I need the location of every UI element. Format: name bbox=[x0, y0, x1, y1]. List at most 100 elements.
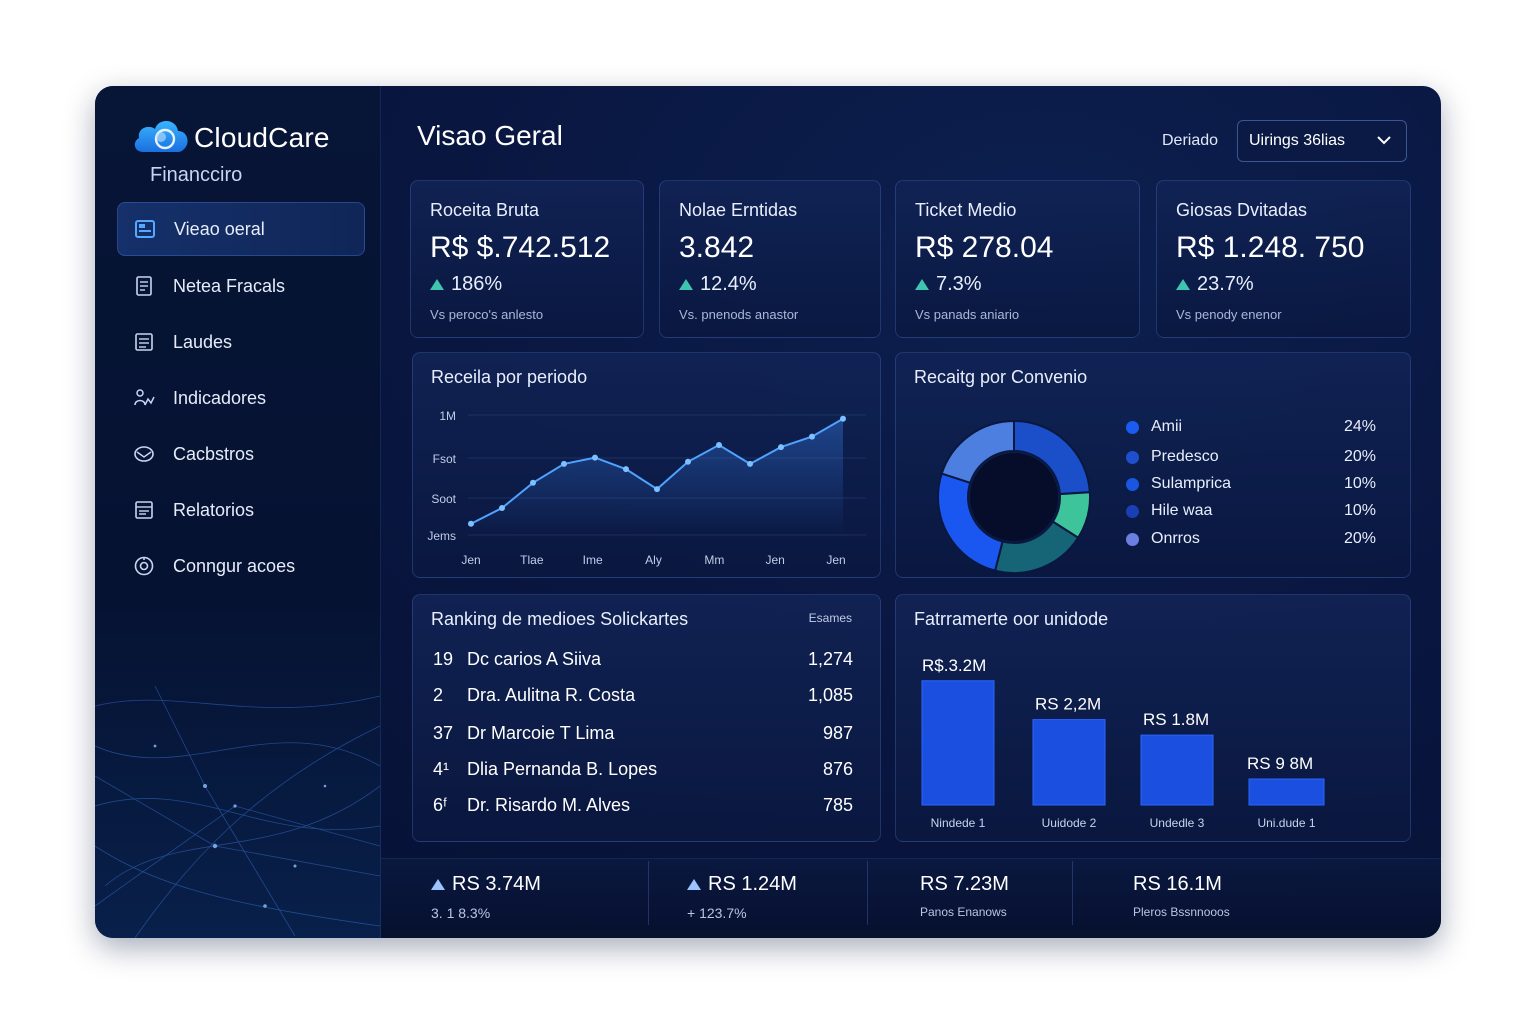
unit-revenue-card: Fatrramerte oor unidode R$.3.2M Nindede 1… bbox=[895, 594, 1411, 842]
sidebar-item-relatorios[interactable]: Relatorios bbox=[117, 484, 365, 536]
legend-pct: 24% bbox=[1343, 418, 1376, 435]
revenue-period-card: Receila por periodo 1M Fsot Soot Jems Jen Tla… bbox=[412, 352, 881, 578]
kpi-card-average-ticket[interactable]: Ticket Medio R$ 278.04 7.3% Vs panads an… bbox=[895, 180, 1140, 338]
kpi-label: Nolae Erntidas bbox=[679, 200, 798, 220]
kpi-change: 12.4% bbox=[679, 273, 757, 296]
legend-dot bbox=[1126, 450, 1139, 464]
kpi-card-glosas[interactable]: Giosas Dvitadas R$ 1.248. 750 23.7% Vs p… bbox=[1156, 180, 1411, 338]
main-content: Visao Geral Deriado Uirings 36lias Rocei… bbox=[381, 86, 1441, 938]
sidebar-item-label: Indicadores bbox=[173, 387, 267, 408]
rank-value: 987 bbox=[822, 723, 853, 743]
x-tick-label: Jen bbox=[461, 553, 480, 567]
sidebar-nav: Vieao oeral Netea Fracals Laudes Indicad… bbox=[117, 202, 365, 596]
donut-slice bbox=[940, 419, 1015, 485]
legend-label: Amii bbox=[1151, 418, 1183, 435]
x-tick-label: Mm bbox=[704, 553, 724, 567]
bar bbox=[921, 680, 995, 806]
trend-up-icon bbox=[687, 879, 701, 890]
summary-value: RS 16.1M bbox=[1133, 873, 1222, 895]
divider bbox=[1072, 861, 1073, 925]
sidebar-item-label: Vieao oeral bbox=[174, 218, 265, 239]
divider bbox=[867, 861, 868, 925]
legend-dot bbox=[1126, 532, 1139, 546]
registry-icon bbox=[133, 443, 155, 465]
period-select-value: Uirings 36lias bbox=[1249, 132, 1346, 149]
table-row[interactable]: 19 Dc carios A Siiva 1,274 bbox=[433, 649, 853, 679]
bar bbox=[1032, 719, 1106, 806]
legend-label: Sulamprica bbox=[1151, 475, 1232, 492]
sidebar-item-configuracoes[interactable]: Conngur acoes bbox=[117, 540, 365, 592]
data-point bbox=[530, 479, 536, 486]
rank-value: 1,274 bbox=[807, 649, 853, 669]
table-row[interactable]: 2 Dra. Aulitna R. Costa 1,085 bbox=[433, 685, 853, 715]
rank-name: Dr Marcoie T Lima bbox=[467, 723, 615, 743]
legend-label: Predesco bbox=[1151, 448, 1219, 465]
period-select[interactable]: Uirings 36lias bbox=[1237, 120, 1407, 162]
line-area bbox=[471, 418, 843, 535]
trend-up-icon bbox=[915, 279, 929, 290]
rank-number: 2 bbox=[433, 685, 444, 705]
y-tick-label: Jems bbox=[427, 529, 456, 543]
kpi-change-value: 7.3% bbox=[936, 273, 982, 295]
bar-category-label: Undedle 3 bbox=[1150, 816, 1205, 830]
x-tick-label: Aly bbox=[645, 553, 662, 567]
kpi-change-value: 23.7% bbox=[1197, 273, 1254, 295]
bar bbox=[1140, 734, 1214, 806]
convenio-donut-chart bbox=[937, 419, 1091, 574]
card-title: Ranking de medioes Solickartes bbox=[431, 609, 689, 629]
legend-item: Onrros 20% bbox=[1126, 527, 1376, 551]
sidebar-item-invoices[interactable]: Netea Fracals bbox=[117, 260, 365, 312]
data-point bbox=[654, 486, 660, 493]
table-row[interactable]: 6ᶠ Dr. Risardo M. Alves 785 bbox=[433, 795, 853, 825]
x-tick-label: Tlae bbox=[520, 553, 544, 567]
sidebar-item-overview[interactable]: Vieao oeral bbox=[117, 202, 365, 256]
kpi-card-issued-notes[interactable]: Nolae Erntidas 3.842 12.4% Vs. pnenods a… bbox=[659, 180, 881, 338]
x-tick-label: Jen bbox=[826, 553, 845, 567]
kpi-value: 3.842 bbox=[679, 231, 755, 264]
bar-value-label: RS 9 8M bbox=[1247, 754, 1313, 773]
card-title: Receila por periodo bbox=[431, 367, 588, 387]
data-point bbox=[592, 454, 598, 461]
y-tick-label: Soot bbox=[431, 492, 456, 506]
legend-dot bbox=[1126, 420, 1139, 434]
sidebar-item-indicadores[interactable]: Indicadores bbox=[117, 372, 365, 424]
app-subtitle: Financciro bbox=[150, 164, 243, 186]
revenue-line-chart: 1M Fsot Soot Jems Jen Tlae Ime Aly Mm Jen Jen bbox=[427, 409, 866, 567]
legend-pct: 10% bbox=[1343, 475, 1376, 492]
legend-item: Amii 24% bbox=[1126, 415, 1376, 439]
bar-category-label: Uni.dude 1 bbox=[1257, 816, 1315, 830]
kpi-card-gross-revenue[interactable]: Roceita Bruta R$ $.742.512 186% Vs peroc… bbox=[410, 180, 644, 338]
kpi-label: Ticket Medio bbox=[915, 200, 1017, 220]
kpi-value: R$ $.742.512 bbox=[430, 231, 611, 264]
y-tick-label: 1M bbox=[439, 409, 456, 423]
sidebar-item-label: Netea Fracals bbox=[173, 275, 286, 296]
trend-up-icon bbox=[431, 879, 445, 890]
legend-item: Predesco 20% bbox=[1126, 445, 1376, 469]
legend-item: Sulamprica 10% bbox=[1126, 472, 1376, 496]
sidebar-item-label: Cacbstros bbox=[173, 443, 255, 464]
data-point bbox=[747, 460, 753, 467]
legend-pct: 20% bbox=[1343, 530, 1376, 547]
summary-sub: Panos Enanows bbox=[920, 905, 1007, 919]
bar-value-label: RS 1.8M bbox=[1143, 710, 1209, 729]
summary-sub: 3. 1 8.3% bbox=[431, 905, 491, 921]
data-point bbox=[623, 466, 629, 473]
kpi-value: R$ 1.248. 750 bbox=[1176, 231, 1365, 264]
sidebar-item-laudes[interactable]: Laudes bbox=[117, 316, 365, 368]
legend-dot bbox=[1126, 477, 1139, 491]
sidebar-item-cadastros[interactable]: Cacbstros bbox=[117, 428, 365, 480]
rank-name: Dc carios A Siiva bbox=[467, 649, 602, 669]
data-point bbox=[778, 444, 784, 451]
rank-value: 876 bbox=[822, 759, 853, 779]
bar-value-label: R$.3.2M bbox=[922, 656, 986, 675]
data-point bbox=[561, 460, 567, 467]
table-row[interactable]: 4¹ Dlia Pernanda B. Lopes 876 bbox=[433, 759, 853, 789]
kpi-change-value: 12.4% bbox=[700, 273, 757, 295]
settings-icon bbox=[133, 555, 155, 577]
table-row[interactable]: 37 Dr Marcoie T Lima 987 bbox=[433, 723, 853, 753]
kpi-label: Giosas Dvitadas bbox=[1176, 200, 1308, 220]
app-name: CloudCare bbox=[194, 122, 330, 153]
bar-value-label: RS 2,2M bbox=[1035, 695, 1101, 714]
legend-label: Hile waa bbox=[1151, 502, 1213, 519]
card-title: Fatrramerte oor unidode bbox=[914, 609, 1109, 629]
